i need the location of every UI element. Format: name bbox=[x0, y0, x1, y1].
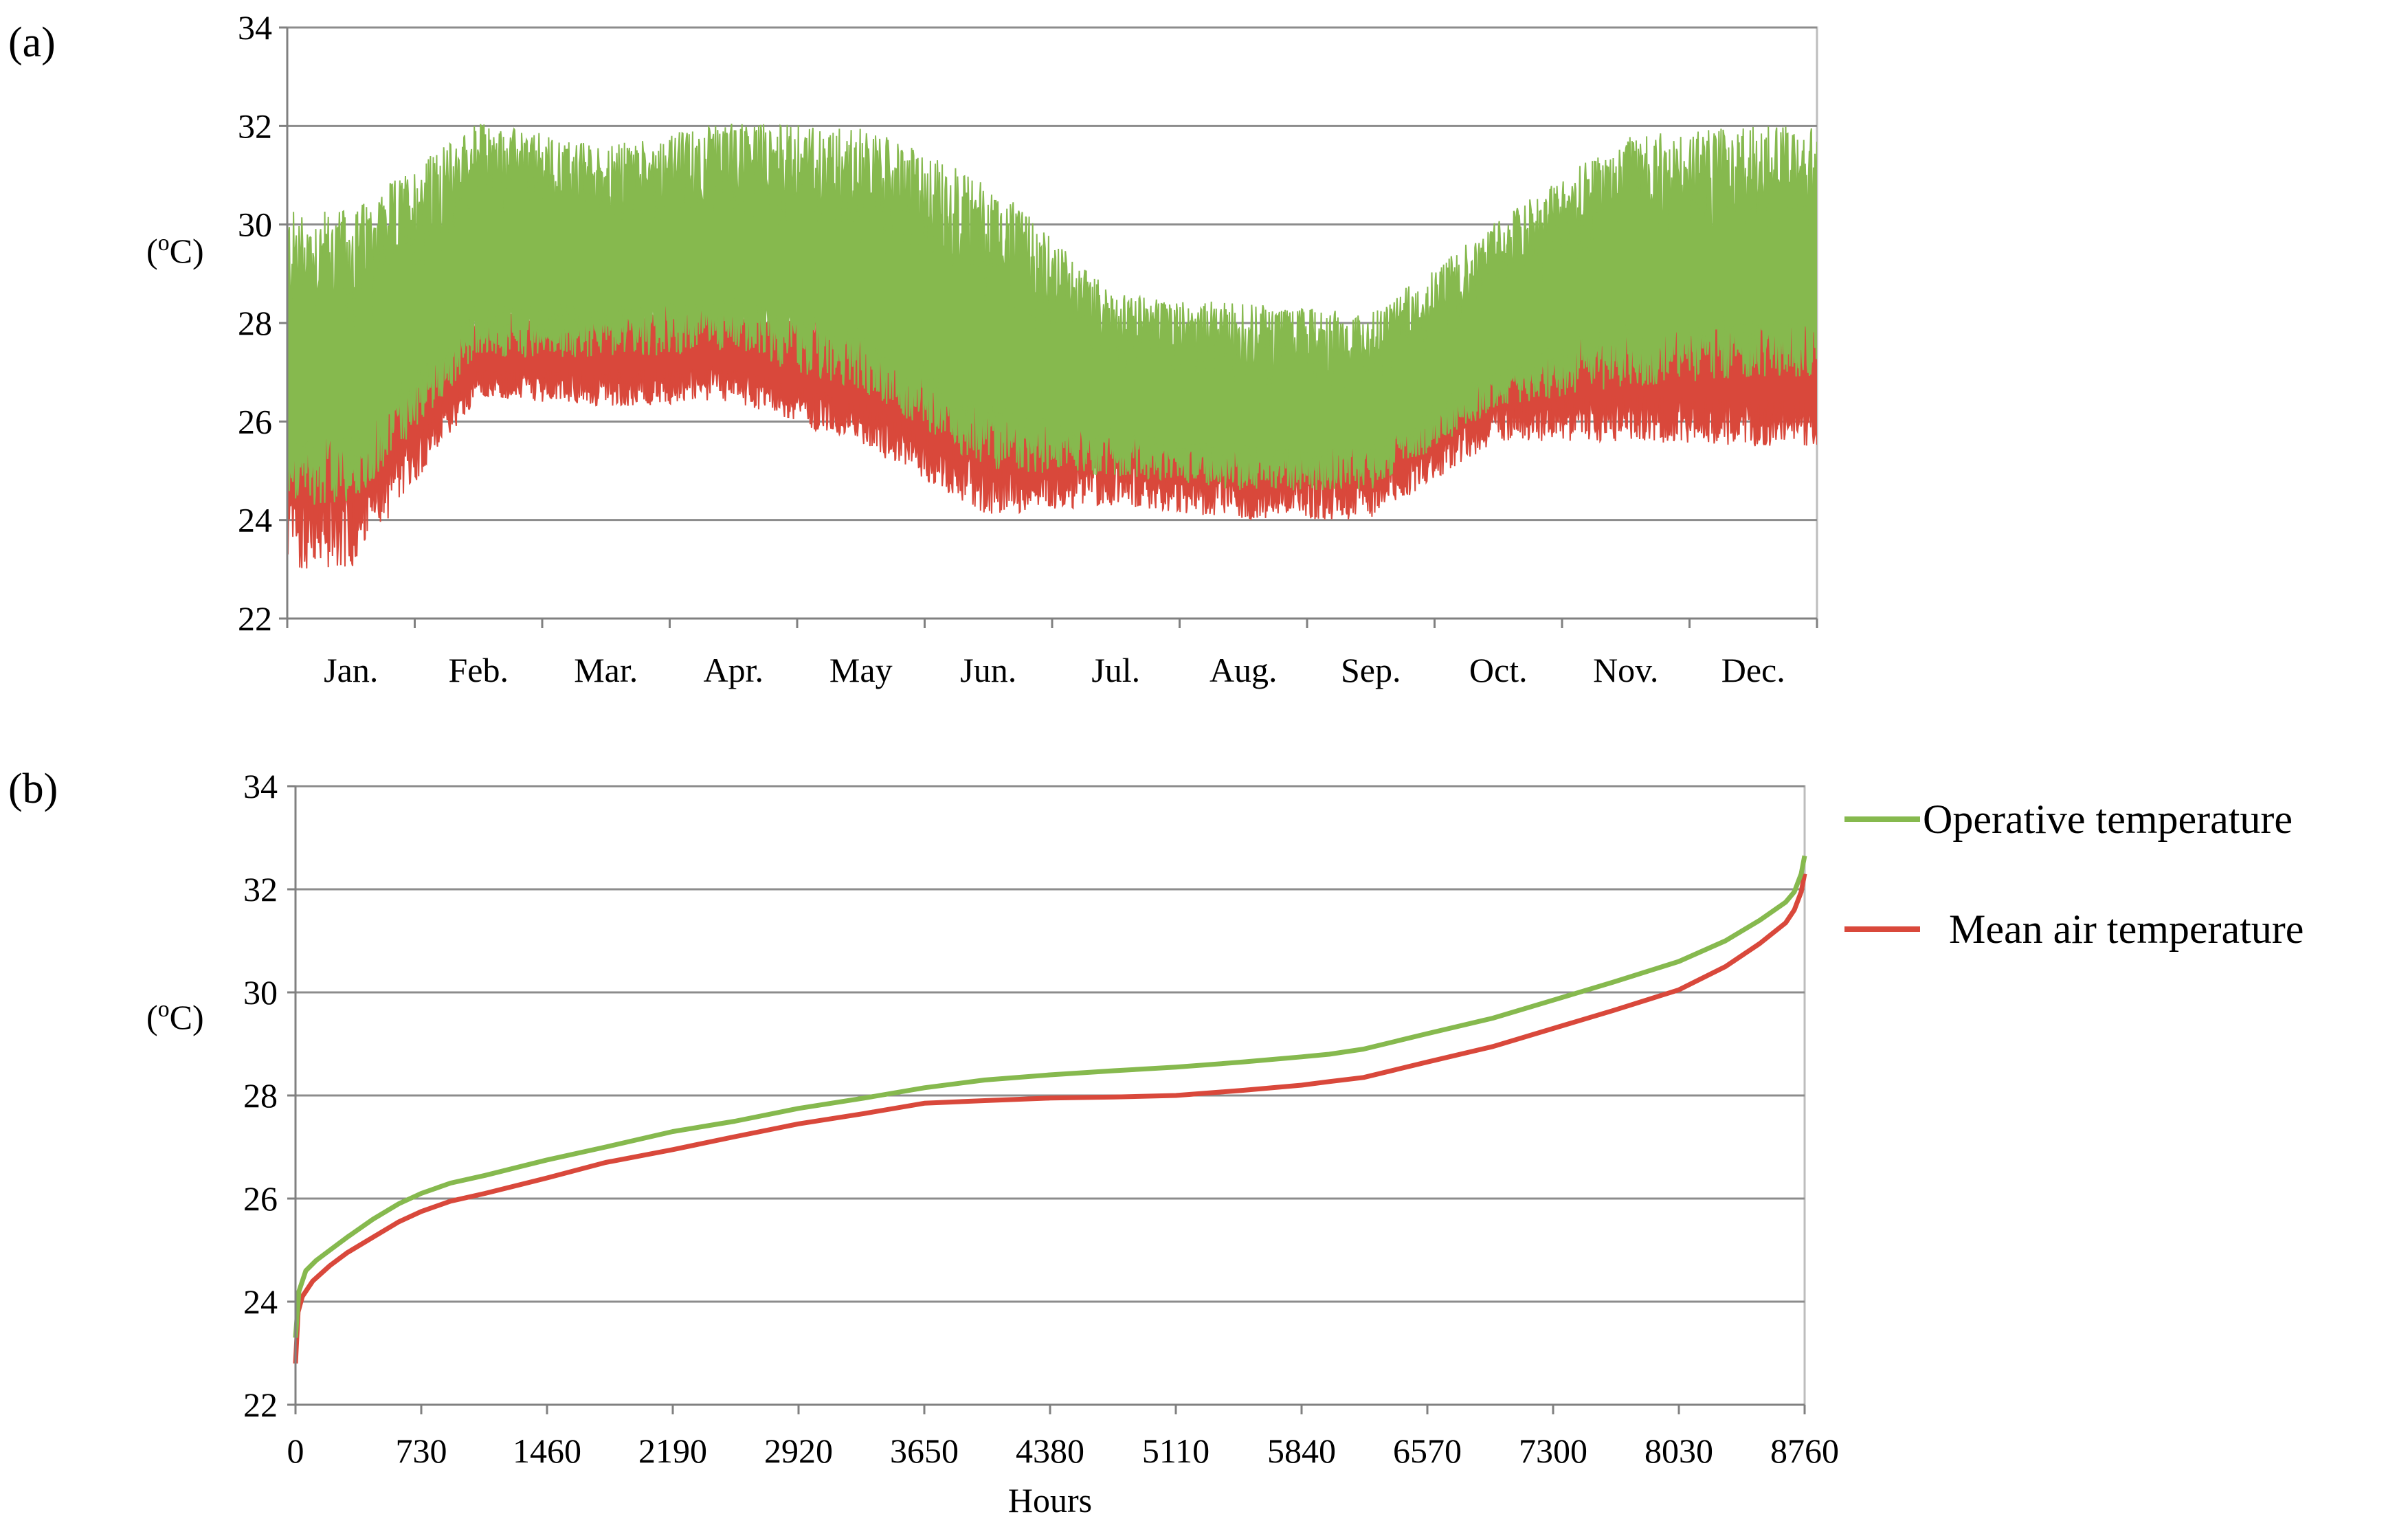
month-label: Apr. bbox=[704, 651, 764, 689]
x-tick-label-b: 6570 bbox=[1393, 1432, 1462, 1470]
x-tick-label-b: 2920 bbox=[764, 1432, 833, 1470]
chart-a: 22 24 26 28 30 32 34 Jan. Feb. Mar. Apr. May Jun. Jul… bbox=[146, 8, 1818, 689]
series-operative-temperature-a bbox=[287, 123, 1817, 505]
panel-label-b: (b) bbox=[8, 766, 58, 812]
y-tick-label-b: 28 bbox=[243, 1076, 278, 1115]
x-tick-label-b: 2190 bbox=[638, 1432, 707, 1470]
month-label: Jul. bbox=[1091, 651, 1140, 689]
x-tick-label-b: 4380 bbox=[1016, 1432, 1084, 1470]
x-tick-label-b: 5840 bbox=[1267, 1432, 1336, 1470]
legend-label-operative: Operative temperature bbox=[1923, 797, 2293, 842]
month-label: Jan. bbox=[324, 651, 378, 689]
x-tick-label-b: 5110 bbox=[1142, 1432, 1209, 1470]
x-tick-label-b: 0 bbox=[287, 1432, 304, 1470]
y-tick-label-a: 22 bbox=[238, 599, 272, 638]
month-label: May bbox=[829, 651, 893, 689]
series-mean-air-temperature-b bbox=[293, 873, 1807, 1364]
y-tick-label-a: 28 bbox=[238, 304, 272, 342]
y-tick-label-a: 32 bbox=[238, 107, 272, 145]
y-tick-label-b: 22 bbox=[243, 1385, 278, 1424]
y-axis-label-b: (oC) bbox=[146, 997, 204, 1036]
y-axis-label-a: (oC) bbox=[146, 230, 204, 270]
month-label: Feb. bbox=[449, 651, 509, 689]
x-tick-label-b: 7300 bbox=[1519, 1432, 1587, 1470]
x-tick-label-b: 730 bbox=[396, 1432, 447, 1470]
month-label: Jun. bbox=[960, 651, 1016, 689]
month-label: Mar. bbox=[574, 651, 638, 689]
y-tick-label-a: 34 bbox=[238, 8, 272, 47]
x-tick-label-b: 8760 bbox=[1770, 1432, 1839, 1470]
month-label: Oct. bbox=[1469, 651, 1528, 689]
x-tick-label-b: 8030 bbox=[1645, 1432, 1713, 1470]
y-tick-label-b: 32 bbox=[243, 870, 278, 909]
chart-b: 22 24 26 28 30 32 34 0 730 1460 2190 2920 3650 4380 51… bbox=[146, 767, 2304, 1520]
y-tick-label-a: 24 bbox=[238, 501, 272, 539]
month-label: Sep. bbox=[1341, 651, 1401, 689]
panel-label-a: (a) bbox=[8, 19, 56, 66]
month-label: Nov. bbox=[1593, 651, 1658, 689]
legend-label-mean-air: Mean air temperature bbox=[1949, 906, 2304, 952]
x-tick-label-b: 1460 bbox=[513, 1432, 581, 1470]
y-tick-label-b: 34 bbox=[243, 767, 278, 805]
month-label: Dec. bbox=[1721, 651, 1785, 689]
y-tick-label-b: 24 bbox=[243, 1282, 278, 1321]
y-tick-label-a: 30 bbox=[238, 205, 272, 244]
y-tick-label-b: 26 bbox=[243, 1179, 278, 1218]
x-tick-label-b: 3650 bbox=[890, 1432, 959, 1470]
series-operative-temperature-b bbox=[293, 855, 1807, 1338]
y-tick-label-a: 26 bbox=[238, 402, 272, 441]
month-label: Aug. bbox=[1209, 651, 1278, 689]
y-tick-label-b: 30 bbox=[243, 973, 278, 1012]
x-axis-label-b: Hours bbox=[1008, 1481, 1092, 1520]
